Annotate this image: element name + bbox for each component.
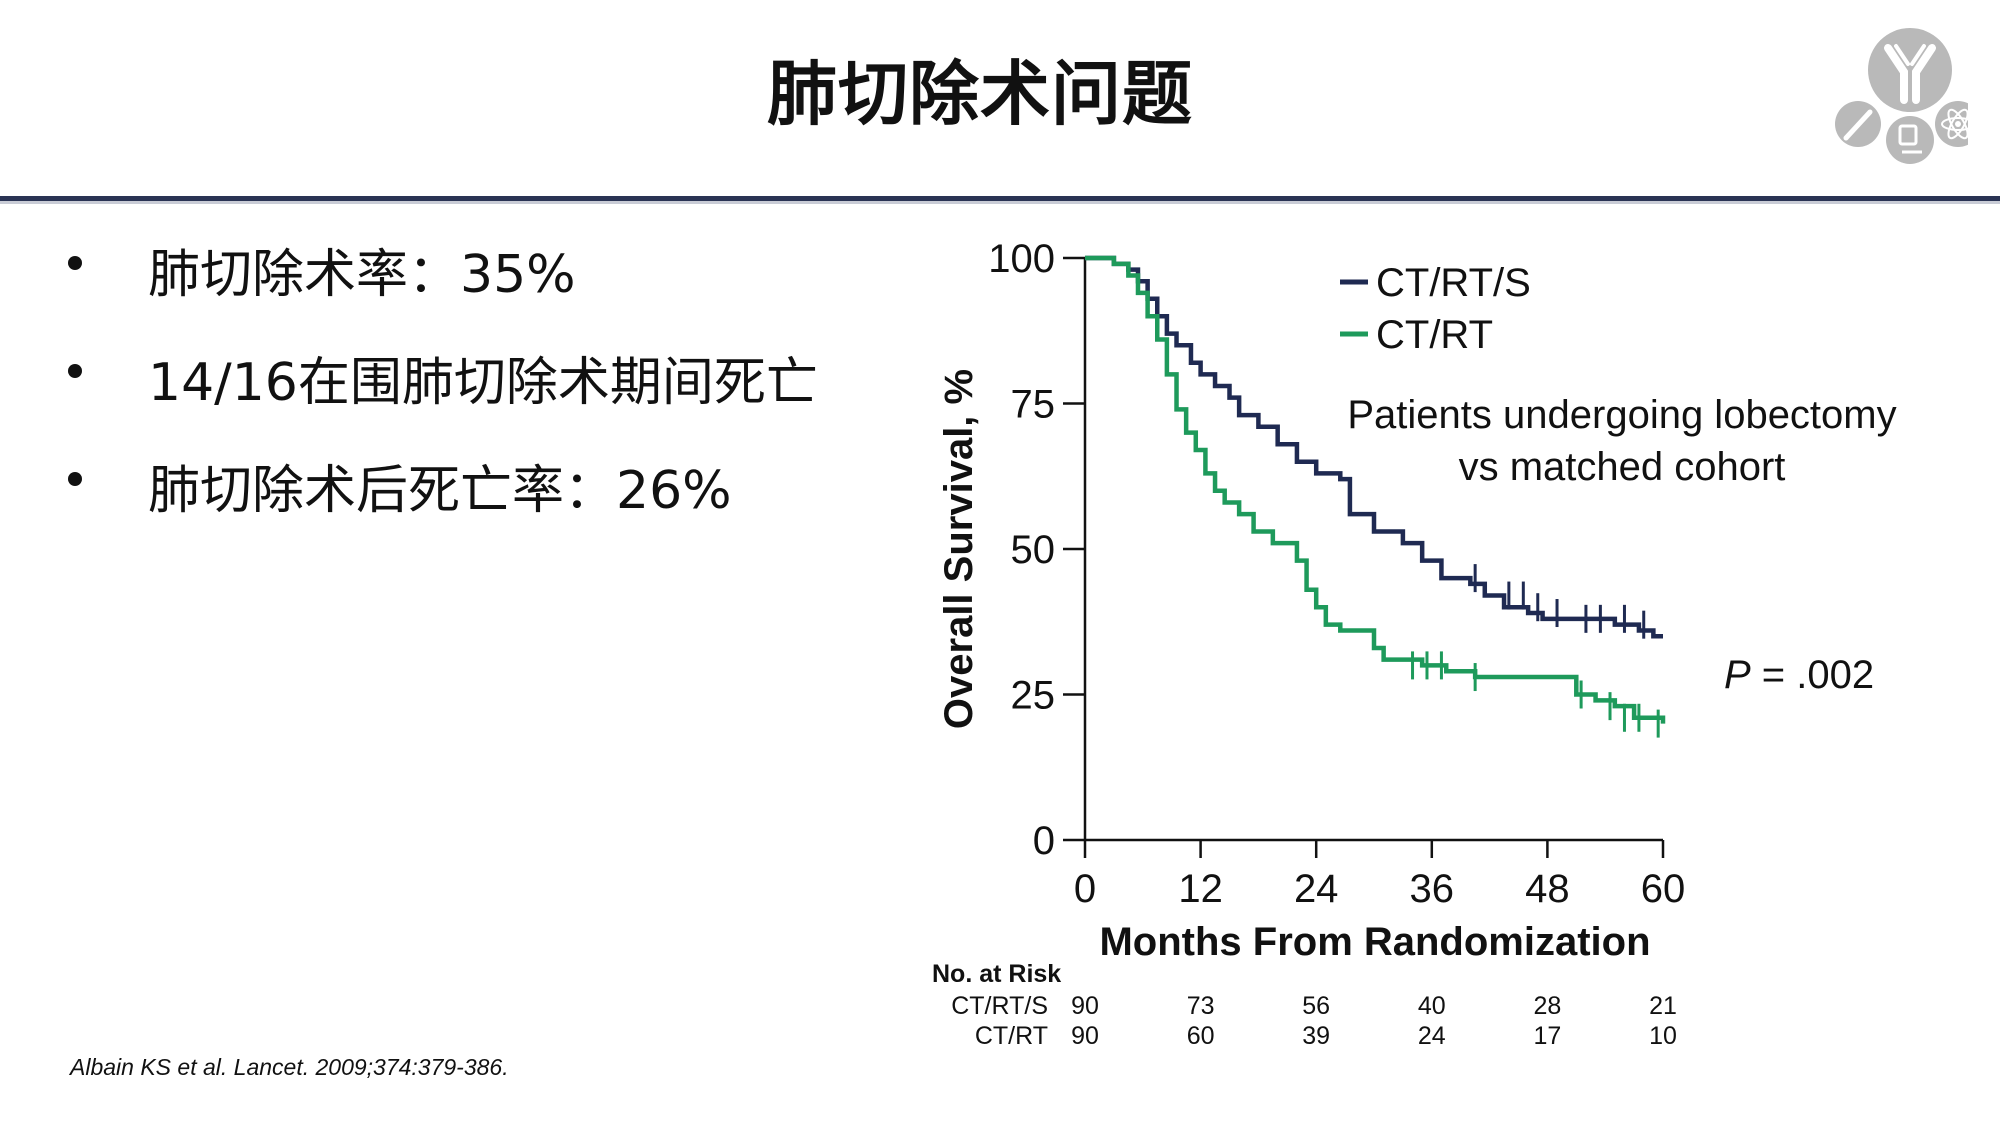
microscope-icon <box>1886 116 1934 164</box>
risk-table-heading: No. at Risk <box>932 960 1061 988</box>
x-axis-label: Months From Randomization <box>1099 920 1650 964</box>
risk-table: No. at Risk CT/RT/S 90 73 56 40 28 21 CT/RT 90 60 3… <box>932 960 1677 1050</box>
chart-axes <box>1083 258 1663 842</box>
risk-cell: 56 <box>1302 992 1330 1020</box>
risk-cell: 17 <box>1533 1022 1561 1050</box>
y-tick-label: 50 <box>1011 528 1056 572</box>
x-tick-label: 60 <box>1641 867 1686 911</box>
bullet-dot <box>68 472 82 486</box>
risk-cell: 28 <box>1533 992 1561 1020</box>
survival-curve-ctrt <box>1085 255 1666 724</box>
chart-annotation-line: Patients undergoing lobectomy <box>1347 393 1896 437</box>
citation: Albain KS et al. Lancet. 2009;374:379-38… <box>70 1054 509 1080</box>
y-tick-label: 0 <box>1033 819 1055 863</box>
y-axis-label: Overall Survival, % <box>937 369 981 729</box>
chart-legend: CT/RT/S CT/RT <box>1340 261 1531 357</box>
risk-cell: 90 <box>1071 992 1099 1020</box>
x-tick-label: 24 <box>1294 867 1339 911</box>
syringe-icon <box>1835 101 1881 147</box>
p-value-number: = .002 <box>1751 653 1874 697</box>
risk-row-label: CT/RT/S <box>951 992 1048 1020</box>
x-tick-label: 0 <box>1074 867 1096 911</box>
risk-cell: 90 <box>1071 1022 1099 1050</box>
bullet-text: 14/16在围肺切除术期间死亡 <box>148 353 818 413</box>
y-tick-label: 75 <box>1011 383 1056 427</box>
risk-cell: 21 <box>1649 992 1677 1020</box>
bullet-text: 肺切除术率：35% <box>148 245 576 305</box>
risk-cell: 40 <box>1418 992 1446 1020</box>
x-tick-label: 12 <box>1178 867 1223 911</box>
chart-ticks: 0 25 50 75 100 0 12 24 36 48 60 <box>988 237 1685 911</box>
survival-curve-ctrts <box>1085 255 1663 639</box>
risk-cell: 39 <box>1302 1022 1330 1050</box>
chart-curves <box>1085 255 1666 738</box>
risk-cell: 24 <box>1418 1022 1446 1050</box>
title-rule <box>0 196 2000 201</box>
p-value-label: P <box>1724 653 1751 697</box>
antibody-icon <box>1868 28 1952 112</box>
x-tick-label: 36 <box>1410 867 1455 911</box>
slide-title: 肺切除术问题 <box>767 53 1193 135</box>
bullet-dot <box>68 364 82 378</box>
title-rule-shadow <box>0 201 2000 204</box>
bullet-text: 肺切除术后死亡率：26% <box>148 461 732 521</box>
legend-label: CT/RT/S <box>1376 261 1531 305</box>
chart-annotation-line: vs matched cohort <box>1459 445 1786 489</box>
legend-label: CT/RT <box>1376 313 1493 357</box>
bullet-dot <box>68 256 82 270</box>
y-tick-label: 100 <box>988 237 1055 281</box>
p-value: P = .002 <box>1724 653 1874 697</box>
risk-row-label: CT/RT <box>975 1022 1048 1050</box>
risk-cell: 10 <box>1649 1022 1677 1050</box>
x-tick-label: 48 <box>1525 867 1570 911</box>
risk-cell: 60 <box>1187 1022 1215 1050</box>
risk-cell: 73 <box>1187 992 1215 1020</box>
y-tick-label: 25 <box>1011 674 1056 718</box>
